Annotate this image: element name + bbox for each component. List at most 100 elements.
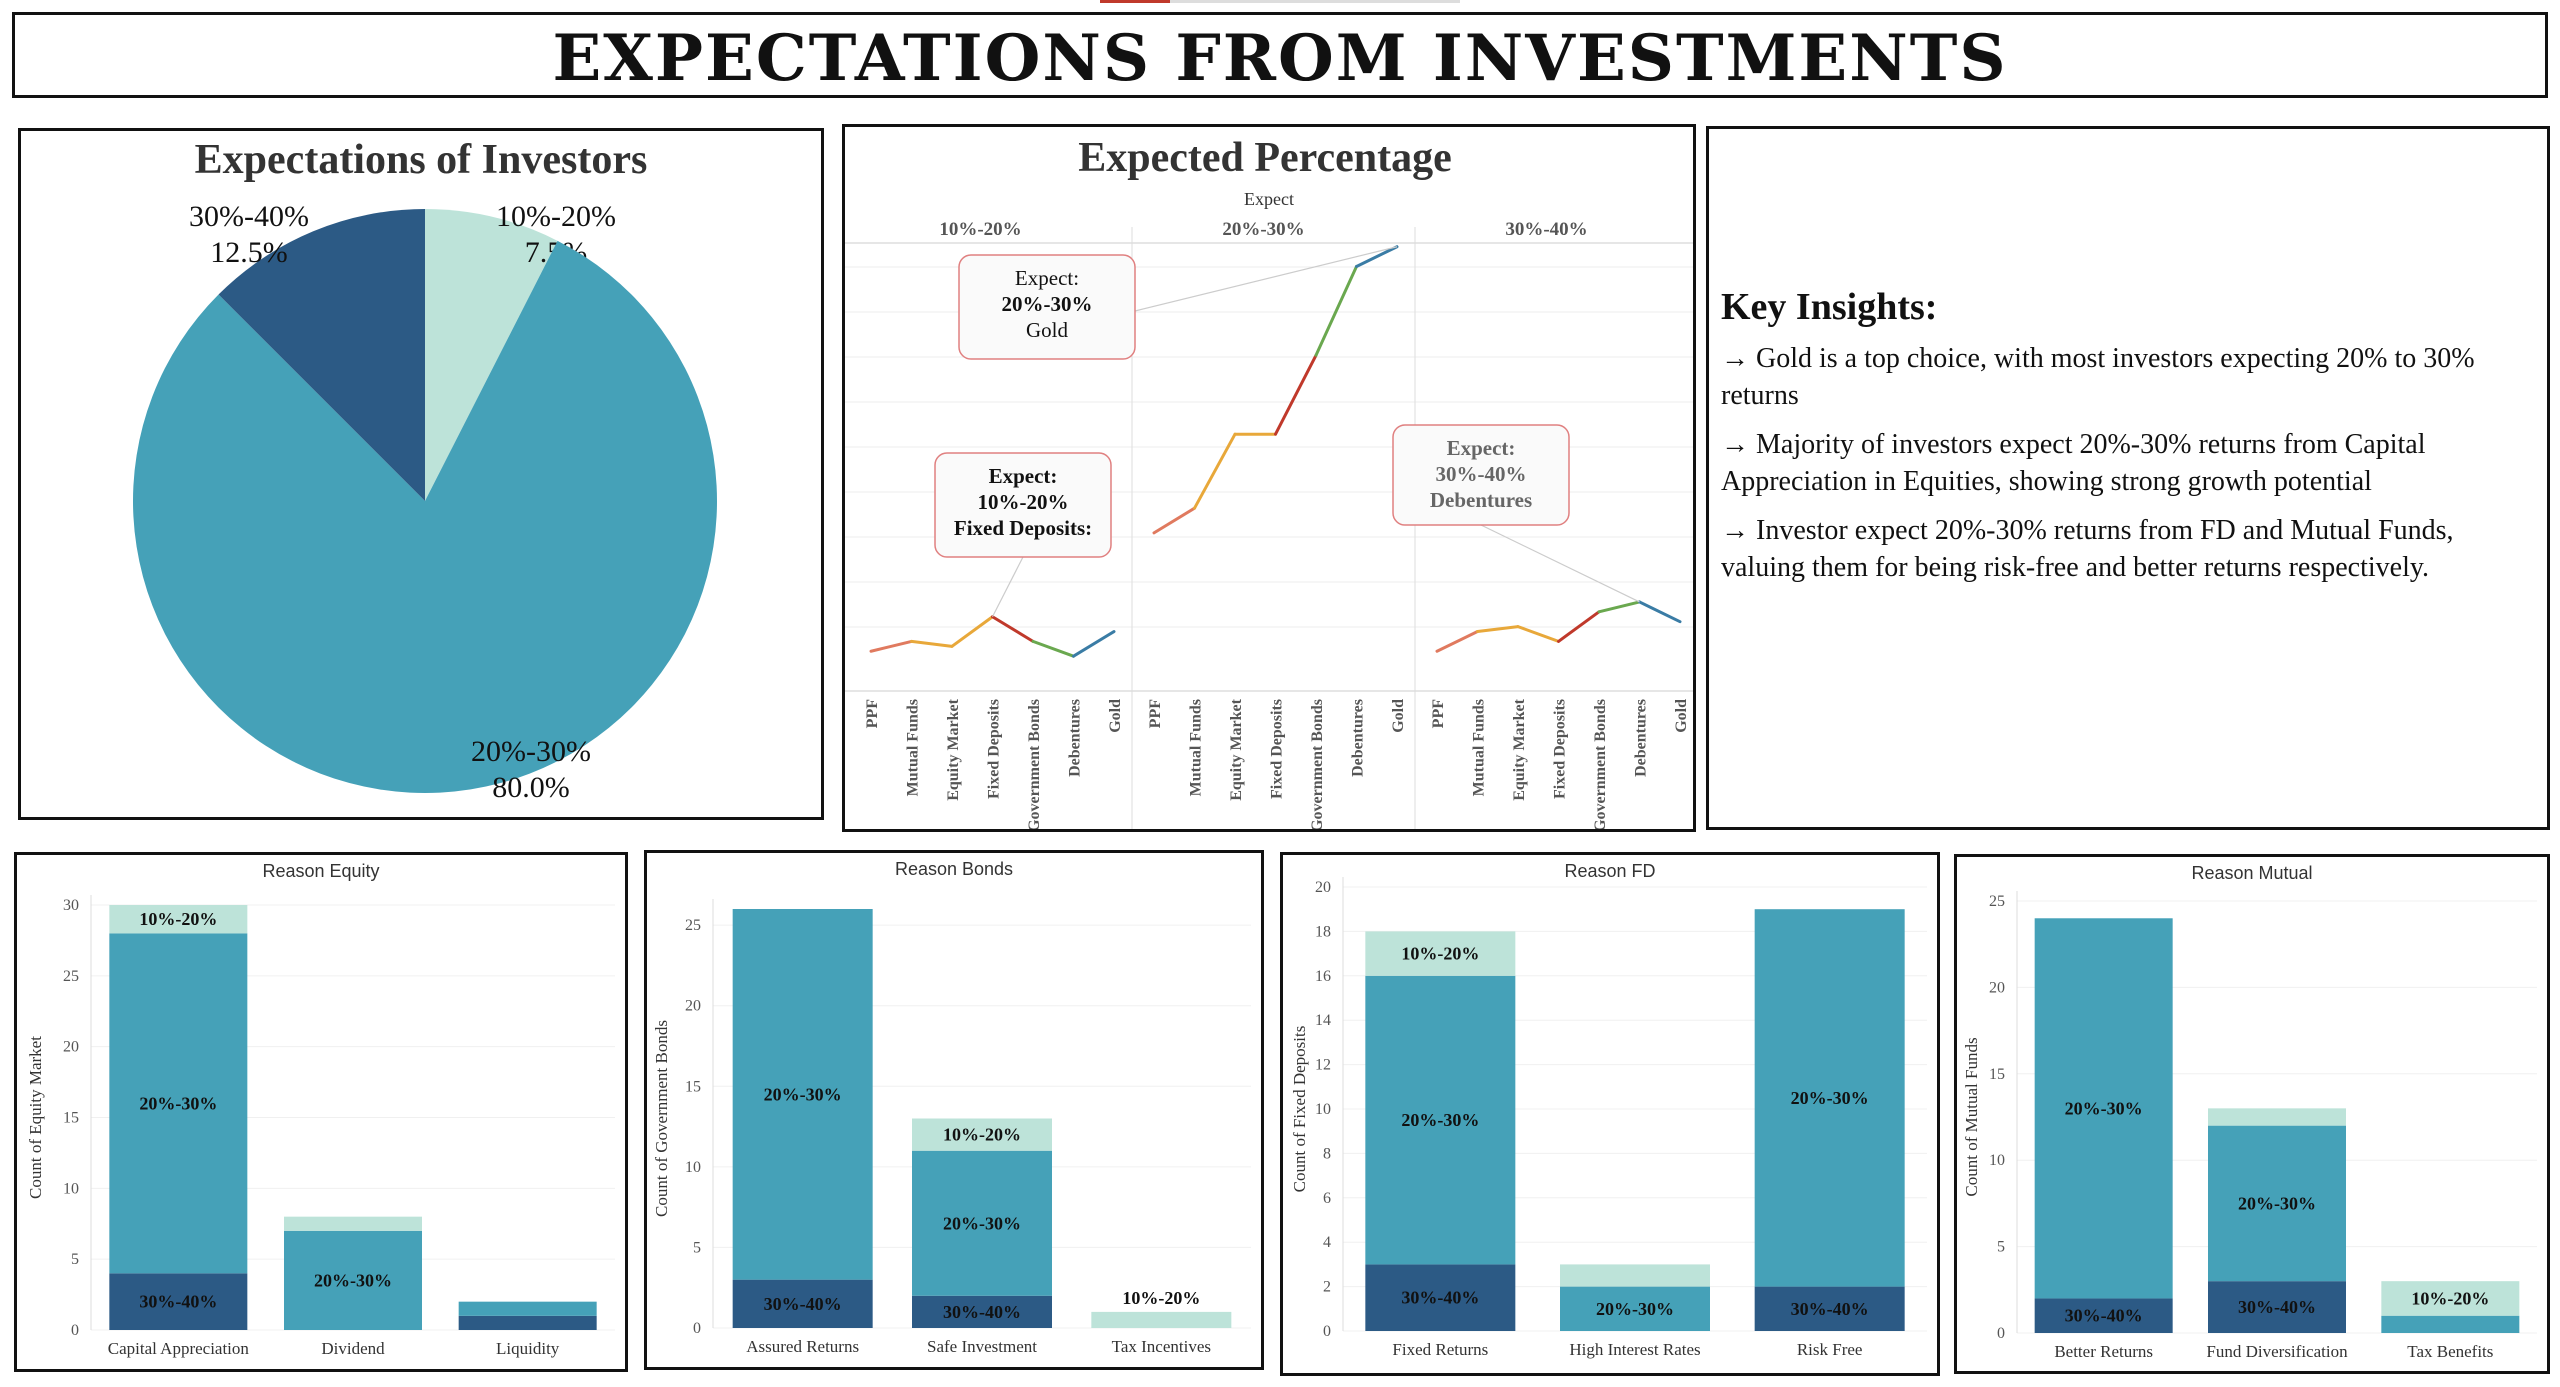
annotation-line3: Debentures bbox=[1430, 488, 1532, 512]
x-tick-label: Debentures bbox=[1633, 699, 1650, 777]
annotation-leader bbox=[991, 556, 1024, 618]
line-segment bbox=[1638, 600, 1682, 624]
x-tick-label: Gold bbox=[1390, 699, 1407, 733]
bar-segment bbox=[2208, 1281, 2346, 1333]
line-chart-title: Expected Percentage bbox=[1078, 135, 1452, 181]
bar-chart-title: Reason Bonds bbox=[895, 859, 1013, 879]
x-tick-label: Debentures bbox=[1067, 699, 1084, 777]
annotation-box bbox=[1392, 424, 1570, 526]
pie-slice-name: 20%-30% bbox=[471, 735, 591, 768]
y-tick-label: 20 bbox=[685, 998, 701, 1015]
x-tick-label: Assured Returns bbox=[746, 1337, 859, 1356]
facet-header: Expect bbox=[1244, 189, 1294, 209]
annotation-line3: Fixed Deposits: bbox=[954, 516, 1092, 540]
y-tick-label: 0 bbox=[693, 1320, 701, 1337]
bar-data-label: 20%-30% bbox=[1791, 1088, 1869, 1108]
y-tick-label: 0 bbox=[1997, 1325, 2005, 1342]
x-tick-label: Liquidity bbox=[496, 1339, 560, 1358]
x-tick-label: Government Bonds bbox=[1592, 699, 1609, 829]
fd-bar-chart: Reason FD 0 2 4 6 8 10 12 14 16 18 20 Count of Fixed… bbox=[1290, 861, 1927, 1359]
bar-data-label: 20%-30% bbox=[1596, 1299, 1674, 1319]
y-tick-label: 6 bbox=[1323, 1190, 1331, 1207]
x-tick-label: Equity Market bbox=[945, 698, 962, 800]
x-tick-label: PPF bbox=[1430, 699, 1447, 729]
insight-item: → Majority of investors expect 20%-30% r… bbox=[1721, 429, 2426, 497]
bar-data-label: 30%-40% bbox=[764, 1294, 842, 1314]
y-tick-label: 10 bbox=[63, 1180, 79, 1197]
y-tick-label: 0 bbox=[71, 1322, 79, 1339]
y-tick-label: 15 bbox=[1989, 1066, 2005, 1083]
equity-bar-panel: Reason Equity 0 5 10 15 20 25 30 Count of Equity… bbox=[14, 852, 628, 1372]
x-tick-label: Debentures bbox=[1350, 699, 1367, 777]
y-tick-label: 15 bbox=[685, 1078, 701, 1095]
x-tick-label: Fixed Deposits bbox=[1269, 699, 1286, 799]
x-tick-label: Gold bbox=[1107, 699, 1124, 733]
bar-data-label: 20%-30% bbox=[314, 1270, 392, 1290]
x-tick-label: Equity Market bbox=[1228, 698, 1245, 800]
x-tick-label: Mutual Funds bbox=[905, 699, 922, 796]
annotation-box bbox=[934, 452, 1112, 558]
x-tick-label: Equity Market bbox=[1511, 698, 1528, 800]
x-tick-label: PPF bbox=[1147, 699, 1164, 729]
bar-data-label: 30%-40% bbox=[1401, 1288, 1479, 1308]
bar-data-label: 20%-30% bbox=[943, 1213, 1021, 1233]
bar-data-label: 30%-40% bbox=[139, 1292, 217, 1312]
y-tick-label: 20 bbox=[63, 1039, 79, 1056]
annotation-line1: Expect: bbox=[1015, 266, 1079, 290]
bar-segment bbox=[732, 909, 873, 1280]
annotation-line1: Expect: bbox=[1447, 436, 1516, 460]
bar-data-label: 10%-20% bbox=[943, 1125, 1021, 1145]
line-segment bbox=[1031, 639, 1075, 658]
x-tick-label: High Interest Rates bbox=[1569, 1340, 1700, 1359]
bar-segment bbox=[1091, 1311, 1232, 1328]
x-tick-label: Capital Appreciation bbox=[108, 1339, 250, 1358]
y-tick-label: 4 bbox=[1323, 1234, 1331, 1251]
annotation-line2: 10%-20% bbox=[978, 490, 1069, 514]
annotation-leader bbox=[1134, 246, 1398, 312]
mutual-bar-panel: Reason Mutual 0 5 10 15 20 25 Count of Mutual F… bbox=[1954, 854, 2550, 1374]
line-segment bbox=[1476, 625, 1520, 634]
x-tick-label: Dividend bbox=[321, 1339, 385, 1358]
bar-segment bbox=[1365, 931, 1516, 976]
annotation-leader bbox=[1480, 524, 1640, 603]
dashboard-title-box: EXPECTATIONS FROM INVESTMENTS bbox=[12, 12, 2548, 98]
line-segment bbox=[950, 615, 994, 648]
insights-panel: Key Insights: → Gold is a top choice, wi… bbox=[1706, 126, 2550, 830]
insights-text: Key Insights: → Gold is a top choice, wi… bbox=[1721, 288, 2531, 598]
y-axis-label: Count of Mutual Funds bbox=[1962, 1037, 1981, 1196]
bar-segment bbox=[912, 1150, 1052, 1296]
pie-slice-name: 10%-20% bbox=[496, 200, 616, 233]
bar-chart-title: Reason Mutual bbox=[2191, 863, 2312, 883]
bar-data-label: 30%-40% bbox=[2065, 1306, 2143, 1326]
pie-chart-panel: Expectations of Investors10%-20%7.5%20%-… bbox=[18, 128, 824, 820]
bar-segment bbox=[1754, 1286, 1905, 1331]
bar-chart-title: Reason Equity bbox=[262, 861, 379, 881]
bar-segment bbox=[284, 1230, 422, 1330]
bar-data-label: 30%-40% bbox=[943, 1302, 1021, 1322]
y-tick-label: 16 bbox=[1315, 968, 1331, 985]
annotation-line2: 30%-40% bbox=[1436, 462, 1527, 486]
x-tick-label: Mutual Funds bbox=[1471, 699, 1488, 796]
fd-bar-panel: Reason FD 0 2 4 6 8 10 12 14 16 18 20 Count of Fixed… bbox=[1280, 852, 1940, 1376]
x-tick-label: Safe Investment bbox=[927, 1337, 1037, 1356]
line-segment bbox=[869, 639, 913, 653]
dashboard-title: EXPECTATIONS FROM INVESTMENTS bbox=[552, 21, 2008, 96]
x-tick-label: Fund Diversification bbox=[2206, 1342, 2348, 1361]
bar-chart-title: Reason FD bbox=[1564, 861, 1655, 881]
y-tick-label: 25 bbox=[63, 968, 79, 985]
y-axis-label: Count of Equity Market bbox=[26, 1036, 45, 1199]
bar-segment bbox=[732, 1279, 873, 1328]
bar-segment bbox=[109, 905, 248, 934]
x-tick-label: Mutual Funds bbox=[1188, 699, 1205, 796]
y-tick-label: 10 bbox=[685, 1159, 701, 1176]
x-tick-label: PPF bbox=[864, 699, 881, 729]
y-tick-label: 2 bbox=[1323, 1279, 1331, 1296]
y-axis-label: Count of Fixed Deposits bbox=[1290, 1026, 1309, 1193]
pie-slice-name: 30%-40% bbox=[189, 200, 309, 233]
bar-segment bbox=[2034, 1298, 2173, 1333]
pie-chart: Expectations of Investors10%-20%7.5%20%-… bbox=[132, 137, 717, 804]
facet-label: 10%-20% bbox=[939, 219, 1021, 240]
bar-data-label: 10%-20% bbox=[2411, 1288, 2489, 1308]
pie-slice bbox=[425, 209, 558, 501]
bonds-bar-chart: Reason Bonds 0 5 10 15 20 25 Count of Governmen… bbox=[652, 859, 1251, 1356]
